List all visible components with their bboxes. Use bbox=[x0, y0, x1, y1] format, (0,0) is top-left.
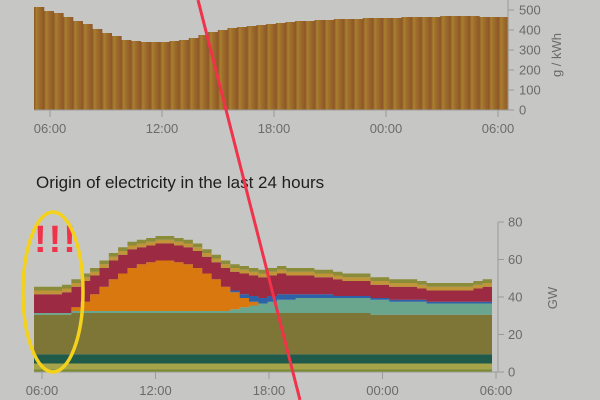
intensity-bar-15:30 bbox=[217, 30, 229, 110]
intensity-bar-06:00 bbox=[498, 17, 509, 110]
intensity-bar-19:30 bbox=[295, 21, 306, 110]
intensity-bar-09:30 bbox=[101, 33, 112, 110]
highlight-circle bbox=[21, 210, 85, 374]
origin-layer-3 bbox=[34, 312, 492, 355]
intensity-bar-07:00 bbox=[53, 13, 64, 110]
intensity-bar-17:30 bbox=[256, 25, 267, 110]
intensity-bar-21:00 bbox=[324, 20, 335, 110]
origin-stacked-area-chart[interactable]: 0 20 40 60 80 06:00 12:00 18:00 00:00 06:00 GW bbox=[26, 215, 560, 399]
origin-y-tick-label: 0 bbox=[508, 365, 515, 380]
intensity-y-tick-label: 500 bbox=[519, 3, 541, 18]
intensity-bar-17:00 bbox=[246, 26, 258, 110]
intensity-bar-16:00 bbox=[227, 28, 238, 110]
intensity-bar-09:00 bbox=[92, 29, 103, 110]
intensity-bar-22:30 bbox=[353, 19, 364, 110]
intensity-bar-08:30 bbox=[82, 24, 93, 110]
intensity-x-tick-label: 18:00 bbox=[258, 121, 291, 136]
origin-y-tick-label: 20 bbox=[508, 327, 522, 342]
intensity-bar-06:30 bbox=[43, 11, 54, 110]
origin-y-tick-label: 80 bbox=[508, 215, 522, 230]
intensity-bar-11:00 bbox=[130, 41, 141, 110]
intensity-bar-18:30 bbox=[275, 23, 287, 110]
red-marker-line bbox=[196, 0, 302, 400]
intensity-bar-03:30 bbox=[449, 16, 461, 110]
intensity-bar-20:00 bbox=[304, 21, 316, 110]
origin-x-ticks: 06:00 12:00 18:00 00:00 06:00 bbox=[26, 372, 513, 398]
intensity-bar-07:30 bbox=[63, 17, 74, 110]
intensity-y-tick-label: 0 bbox=[519, 103, 526, 118]
intensity-y-tick-label: 100 bbox=[519, 83, 541, 98]
intensity-bar-01:30 bbox=[411, 17, 422, 110]
origin-layer-6 bbox=[34, 260, 492, 313]
intensity-bar-05:00 bbox=[478, 17, 490, 110]
intensity-y-tick-label: 400 bbox=[519, 23, 541, 38]
origin-x-tick-label: 06:00 bbox=[480, 383, 513, 398]
origin-layer-7 bbox=[34, 243, 492, 313]
intensity-bar-18:00 bbox=[266, 24, 277, 110]
origin-x-tick-label: 12:00 bbox=[139, 383, 172, 398]
intensity-bar-16:30 bbox=[237, 27, 248, 110]
intensity-y-tick-label: 300 bbox=[519, 43, 541, 58]
intensity-x-ticks: 06:00 12:00 18:00 00:00 06:00 bbox=[34, 110, 515, 136]
origin-layers bbox=[34, 236, 492, 372]
intensity-y-tick-label: 200 bbox=[519, 63, 541, 78]
intensity-bar-02:00 bbox=[420, 17, 432, 110]
intensity-bar-04:30 bbox=[469, 16, 480, 110]
origin-y-axis-label: GW bbox=[545, 286, 560, 309]
intensity-bar-15:00 bbox=[208, 32, 219, 110]
intensity-bar-20:30 bbox=[314, 20, 325, 110]
origin-y-tick-label: 40 bbox=[508, 290, 522, 305]
intensity-bar-13:00 bbox=[169, 41, 180, 110]
intensity-x-tick-label: 06:00 bbox=[482, 121, 515, 136]
origin-y-tick-label: 60 bbox=[508, 252, 522, 267]
intensity-bar-23:30 bbox=[372, 18, 383, 110]
origin-layer-8 bbox=[34, 239, 492, 295]
origin-layer-2 bbox=[34, 354, 492, 364]
origin-layer-5 bbox=[34, 260, 492, 313]
intensity-y-axis-label: g / kWh bbox=[549, 33, 564, 77]
intensity-bar-08:00 bbox=[72, 21, 83, 110]
origin-layer-9 bbox=[34, 236, 492, 291]
intensity-bar-14:30 bbox=[198, 35, 209, 110]
origin-layer-0 bbox=[34, 369, 492, 372]
origin-chart-title: Origin of electricity in the last 24 hou… bbox=[36, 173, 325, 192]
intensity-bar-00:00 bbox=[382, 18, 393, 110]
intensity-bar-12:30 bbox=[159, 42, 171, 110]
intensity-bar-12:00 bbox=[150, 42, 161, 110]
origin-layer-1 bbox=[34, 363, 492, 370]
intensity-x-tick-label: 00:00 bbox=[370, 121, 403, 136]
intensity-bar-21:30 bbox=[333, 19, 345, 110]
intensity-bar-14:00 bbox=[188, 38, 200, 110]
intensity-bar-23:00 bbox=[362, 18, 374, 110]
intensity-bar-02:30 bbox=[430, 17, 441, 110]
intensity-bar-10:30 bbox=[121, 40, 132, 110]
intensity-bars bbox=[34, 7, 509, 110]
origin-x-tick-label: 18:00 bbox=[253, 383, 286, 398]
intensity-bar-06:00 bbox=[34, 7, 45, 110]
intensity-bar-01:00 bbox=[401, 17, 412, 110]
intensity-bar-13:30 bbox=[179, 40, 190, 110]
intensity-bar-11:30 bbox=[140, 42, 151, 110]
origin-x-tick-label: 00:00 bbox=[366, 383, 399, 398]
intensity-y-ticks: 0 100 200 300 400 500 bbox=[508, 3, 541, 118]
intensity-bar-04:00 bbox=[459, 16, 470, 110]
origin-layer-4 bbox=[34, 297, 492, 315]
intensity-bar-10:00 bbox=[111, 36, 122, 110]
intensity-x-tick-label: 06:00 bbox=[34, 121, 67, 136]
origin-x-tick-label: 06:00 bbox=[26, 383, 59, 398]
intensity-bar-19:00 bbox=[285, 22, 296, 110]
intensity-bar-22:00 bbox=[343, 19, 354, 110]
intensity-bar-05:30 bbox=[488, 17, 499, 110]
intensity-bar-00:30 bbox=[391, 18, 403, 110]
origin-y-ticks: 0 20 40 60 80 bbox=[498, 215, 522, 380]
intensity-bar-03:00 bbox=[440, 16, 451, 110]
intensity-x-tick-label: 12:00 bbox=[146, 121, 179, 136]
